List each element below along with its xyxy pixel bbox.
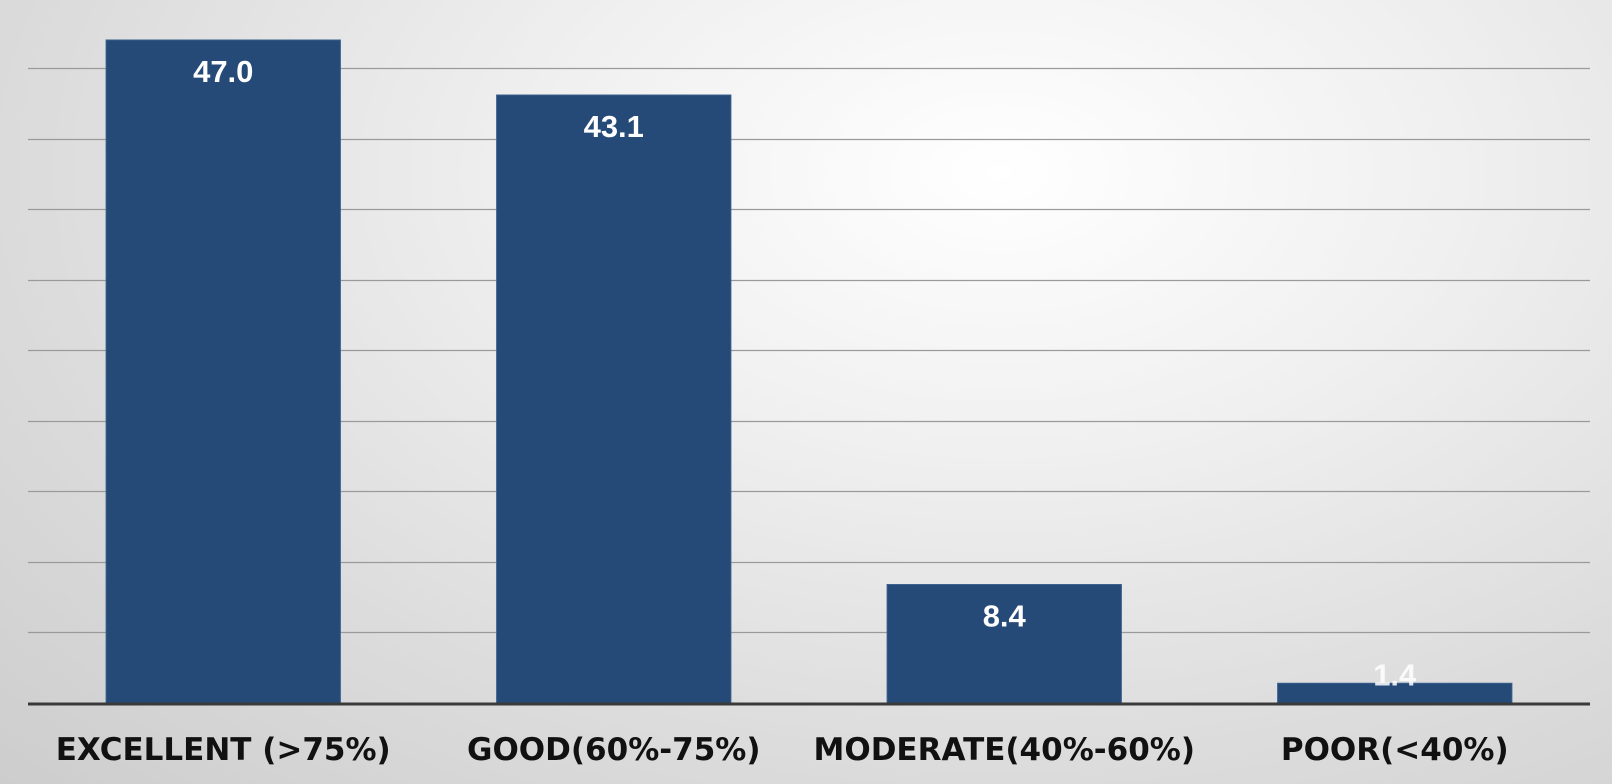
x-tick-label: POOR(<40%) xyxy=(1281,732,1509,768)
data-label: 8.4 xyxy=(983,599,1027,634)
x-tick-label: EXCELLENT (>75%) xyxy=(56,732,391,768)
bar xyxy=(105,39,341,704)
data-label: 47.0 xyxy=(193,54,253,89)
data-label: 1.4 xyxy=(1373,657,1417,692)
bars xyxy=(105,39,1513,704)
labels: 47.0 EXCELLENT (>75%) 43.1 GOOD(60%-75%) 8.4… xyxy=(56,54,1509,768)
bar xyxy=(496,94,732,704)
data-label: 43.1 xyxy=(584,109,644,144)
x-tick-label: GOOD(60%-75%) xyxy=(467,732,761,768)
x-tick-label: MODERATE(40%-60%) xyxy=(814,732,1196,768)
